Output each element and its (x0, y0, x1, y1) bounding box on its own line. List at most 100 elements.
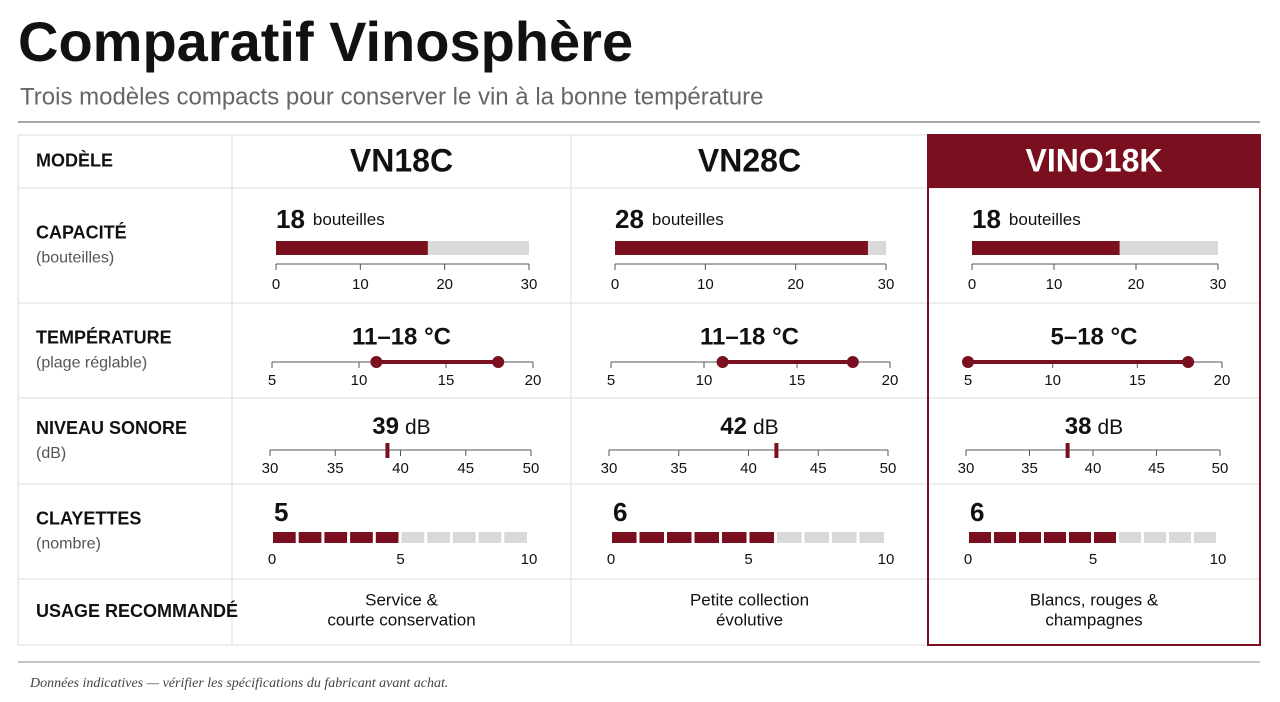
shelf-filled (324, 532, 348, 543)
shelf-filled (612, 532, 637, 543)
capacity-value: 18 bouteilles (276, 204, 385, 234)
tick-label: 30 (601, 460, 618, 477)
shelf-empty (777, 532, 802, 543)
shelf-filled (969, 532, 991, 543)
tick-label: 10 (878, 551, 895, 568)
noise-marker (1065, 443, 1070, 458)
temperature-max (492, 356, 505, 368)
tick-label: 20 (1214, 372, 1231, 389)
shelf-filled (1094, 532, 1116, 543)
shelf-empty (1119, 532, 1141, 543)
noise-unit: dB (1098, 416, 1124, 439)
tick-label: 40 (1085, 460, 1102, 477)
noise-marker (774, 443, 779, 458)
shelf-filled (1069, 532, 1091, 543)
usage-line: champagnes (1045, 610, 1142, 629)
shelves-value: 6 (613, 497, 627, 527)
shelf-filled (639, 532, 664, 543)
tick-label: 45 (457, 460, 474, 477)
shelf-empty (832, 532, 857, 543)
noise-value: 38 dB (1065, 413, 1123, 440)
tick-label: 5 (268, 372, 276, 389)
tick-label: 10 (351, 372, 368, 389)
tick-label: 5 (744, 551, 752, 568)
tick-label: 15 (789, 372, 806, 389)
shelf-filled (375, 532, 399, 543)
temperature-max (846, 356, 859, 368)
row-label: TEMPÉRATURE (36, 326, 172, 347)
capacity-unit: bouteilles (313, 210, 385, 229)
shelf-filled (1044, 532, 1066, 543)
tick-label: 20 (787, 276, 804, 293)
temperature-min (370, 356, 383, 368)
tick-label: 35 (670, 460, 687, 477)
row-sublabel: (bouteilles) (36, 250, 114, 267)
tick-label: 15 (1129, 372, 1146, 389)
model-name: VINO18K (1026, 142, 1163, 178)
tick-label: 0 (968, 276, 976, 293)
tick-label: 45 (1148, 460, 1165, 477)
noise-unit: dB (753, 416, 779, 439)
highlight-frame (927, 134, 1261, 646)
noise-unit: dB (405, 416, 431, 439)
usage-line: Petite collection (690, 590, 809, 609)
tick-label: 0 (607, 551, 615, 568)
tick-label: 10 (352, 276, 369, 293)
row-label: MODÈLE (36, 149, 113, 170)
shelf-empty (1169, 532, 1191, 543)
noise-value: 39 dB (372, 413, 430, 440)
shelf-filled (350, 532, 373, 543)
noise-marker (385, 443, 390, 458)
row-sublabel: (plage réglable) (36, 355, 147, 372)
shelf-filled (749, 532, 774, 543)
shelf-empty (478, 532, 502, 543)
capacity-unit: bouteilles (1009, 210, 1081, 229)
tick-label: 10 (1044, 372, 1061, 389)
tick-label: 30 (262, 460, 279, 477)
shelf-filled (1019, 532, 1041, 543)
usage-line: courte conservation (327, 610, 475, 629)
capacity-value: 28 bouteilles (615, 204, 724, 234)
model-name: VN18C (350, 142, 453, 178)
tick-label: 10 (1046, 276, 1063, 293)
tick-label: 50 (1212, 460, 1229, 477)
temperature-range: 11–18 °C (700, 323, 799, 350)
shelf-empty (1194, 532, 1216, 543)
tick-label: 10 (1210, 551, 1227, 568)
tick-label: 20 (525, 372, 542, 389)
row-label: CAPACITÉ (36, 221, 127, 242)
tick-label: 30 (958, 460, 975, 477)
tick-label: 30 (521, 276, 538, 293)
capacity-bar (972, 241, 1120, 255)
capacity-number: 28 (615, 204, 644, 234)
tick-label: 50 (880, 460, 897, 477)
footer-note: Données indicatives — vérifier les spéci… (29, 676, 448, 691)
row-sublabel: (dB) (36, 445, 66, 462)
tick-label: 10 (697, 276, 714, 293)
tick-label: 5 (607, 372, 615, 389)
capacity-value: 18 bouteilles (972, 204, 1081, 234)
shelf-filled (667, 532, 692, 543)
tick-label: 15 (438, 372, 455, 389)
model-name: VN28C (698, 142, 801, 178)
row-sublabel: (nombre) (36, 536, 101, 553)
shelf-filled (694, 532, 719, 543)
tick-label: 20 (1128, 276, 1145, 293)
shelf-empty (401, 532, 425, 543)
shelf-empty (452, 532, 476, 543)
shelf-empty (504, 532, 527, 543)
shelves-value: 6 (970, 497, 984, 527)
noise-number: 38 (1065, 413, 1092, 440)
tick-label: 0 (268, 551, 276, 568)
shelves-value: 5 (274, 497, 288, 527)
usage-line: Blancs, rouges & (1030, 590, 1159, 609)
shelf-empty (804, 532, 829, 543)
tick-label: 0 (272, 276, 280, 293)
tick-label: 30 (1210, 276, 1227, 293)
usage-line: évolutive (716, 610, 783, 629)
shelf-empty (859, 532, 884, 543)
row-label: NIVEAU SONORE (36, 418, 187, 438)
tick-label: 40 (392, 460, 409, 477)
